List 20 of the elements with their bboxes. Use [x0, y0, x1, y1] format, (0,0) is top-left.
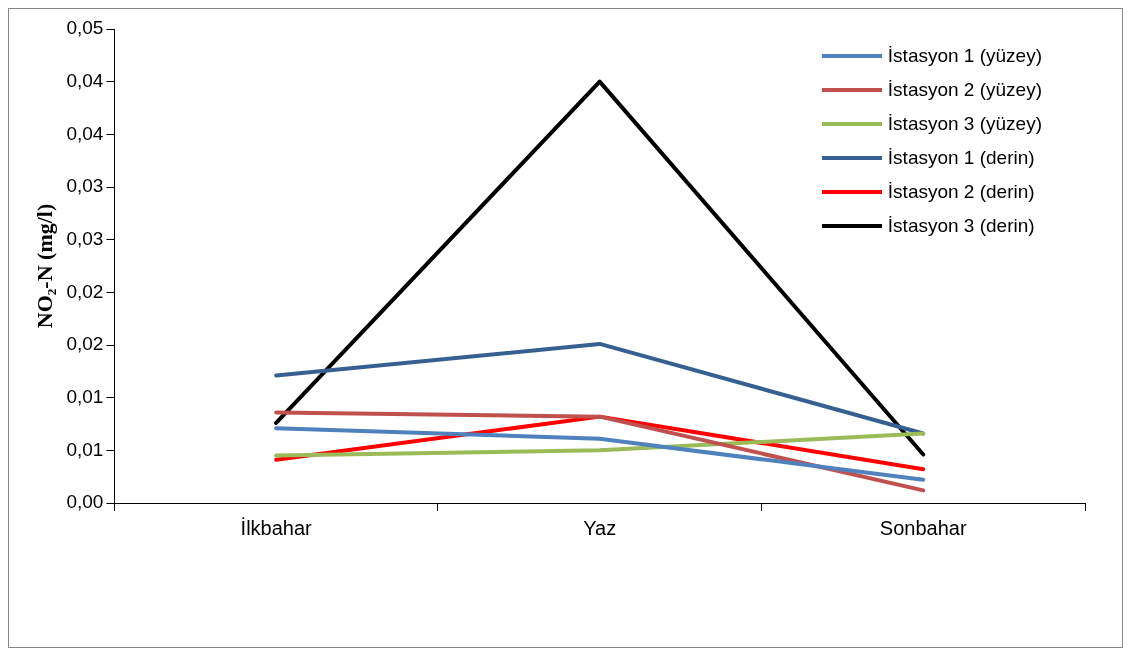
legend-label: İstasyon 2 (yüzey)	[887, 78, 1042, 102]
y-tick-label: 0,03	[66, 227, 104, 249]
x-tick-label: İlkbahar	[240, 516, 313, 539]
y-tick-label: 0,01	[66, 385, 104, 407]
legend-label: İstasyon 1 (yüzey)	[887, 44, 1042, 68]
legend-label: İstasyon 2 (derin)	[887, 180, 1035, 204]
y-tick-label: 0,04	[66, 69, 104, 91]
y-tick-label: 0,00	[66, 491, 104, 513]
y-tick-label: 0,02	[66, 333, 104, 355]
legend-label: İstasyon 3 (yüzey)	[887, 112, 1042, 136]
y-tick-label: 0,01	[66, 438, 104, 460]
y-tick-label: 0,05	[66, 17, 104, 39]
legend-label: İstasyon 1 (derin)	[887, 146, 1035, 170]
x-tick-label: Sonbahar	[879, 516, 967, 539]
y-axis-title: NO₂-N (mg/l)	[31, 203, 57, 329]
y-tick-label: 0,03	[66, 175, 104, 197]
y-tick-label: 0,02	[66, 280, 104, 302]
y-tick-label: 0,04	[66, 122, 104, 144]
x-tick-label: Yaz	[583, 516, 617, 539]
legend-label: İstasyon 3 (derin)	[887, 214, 1035, 238]
